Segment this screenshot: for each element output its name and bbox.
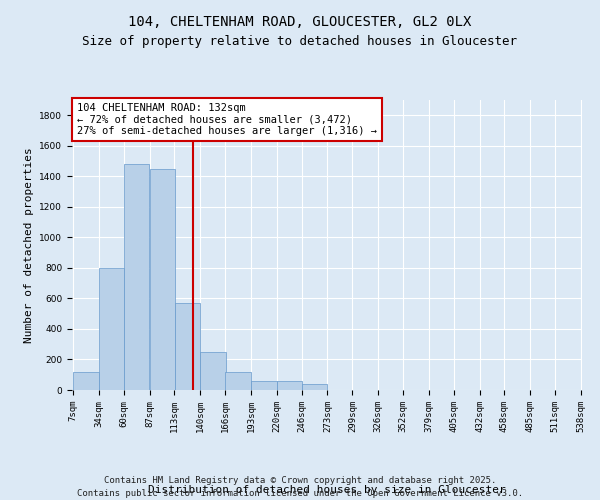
Text: 104, CHELTENHAM ROAD, GLOUCESTER, GL2 0LX: 104, CHELTENHAM ROAD, GLOUCESTER, GL2 0L… xyxy=(128,15,472,29)
Bar xyxy=(251,381,277,390)
Bar xyxy=(302,384,328,390)
X-axis label: Distribution of detached houses by size in Gloucester: Distribution of detached houses by size … xyxy=(148,485,506,495)
Bar xyxy=(225,372,251,390)
Bar xyxy=(175,303,200,390)
Bar xyxy=(99,268,124,390)
Text: Contains HM Land Registry data © Crown copyright and database right 2025.
Contai: Contains HM Land Registry data © Crown c… xyxy=(77,476,523,498)
Text: 104 CHELTENHAM ROAD: 132sqm
← 72% of detached houses are smaller (3,472)
27% of : 104 CHELTENHAM ROAD: 132sqm ← 72% of det… xyxy=(77,103,377,136)
Bar xyxy=(149,168,175,390)
Bar xyxy=(124,164,149,390)
Bar xyxy=(200,352,226,390)
Bar xyxy=(277,381,302,390)
Y-axis label: Number of detached properties: Number of detached properties xyxy=(24,147,34,343)
Bar xyxy=(73,372,98,390)
Text: Size of property relative to detached houses in Gloucester: Size of property relative to detached ho… xyxy=(83,35,517,48)
